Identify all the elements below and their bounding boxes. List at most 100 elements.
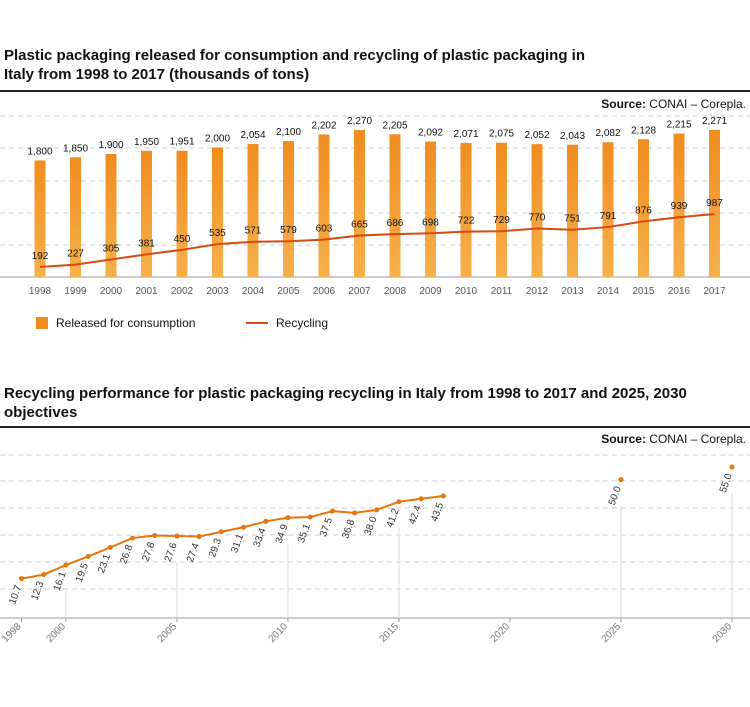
chart1-plot: 1,800 1998 1,850 1999 1,900 2000 1,950 2001 1,95… xyxy=(0,115,750,297)
bar-label-2012: 2,052 xyxy=(524,130,549,141)
recycling-label-2014: 791 xyxy=(600,211,617,222)
bar-2017 xyxy=(709,130,720,277)
performance-label-2012: 37.5 xyxy=(318,516,335,538)
legend-released: Released for consumption xyxy=(36,316,195,330)
bar-label-2010: 2,071 xyxy=(453,129,478,140)
performance-point-2015 xyxy=(396,499,402,505)
x-tick-2002: 2002 xyxy=(171,286,194,297)
performance-point-1998 xyxy=(19,576,24,582)
x-tick-2007: 2007 xyxy=(348,286,371,297)
performance-label-2017: 43.5 xyxy=(429,501,446,523)
objective-label-2025: 50.0 xyxy=(607,484,624,506)
bar-label-2007: 2,270 xyxy=(347,116,372,127)
bar-2004 xyxy=(247,144,259,277)
bar-label-2016: 2,215 xyxy=(666,120,691,131)
chart1-source-text: CONAI – Corepla. xyxy=(649,97,746,111)
x-tick-1999: 1999 xyxy=(64,286,87,297)
bar-2010 xyxy=(460,142,472,277)
bar-2006 xyxy=(318,134,330,277)
recycling-label-2000: 305 xyxy=(103,243,120,254)
bar-label-2013: 2,043 xyxy=(560,131,585,142)
chart2-title: Recycling performance for plastic packag… xyxy=(4,385,687,421)
performance-label-2011: 35.1 xyxy=(296,522,313,544)
bar-2014 xyxy=(602,142,614,277)
x-tick-2003: 2003 xyxy=(206,286,229,297)
performance-point-2009 xyxy=(263,518,269,524)
performance-point-2012 xyxy=(329,508,335,514)
objective-point-2030 xyxy=(729,464,735,470)
chart1-source-label: Source: xyxy=(601,97,646,111)
bar-2013 xyxy=(567,144,578,277)
chart1-source: Source: CONAI – Corepla. xyxy=(601,97,746,111)
performance-point-2014 xyxy=(374,507,380,513)
bar-label-1999: 1,850 xyxy=(63,143,88,154)
legend-bar-label: Released for consumption xyxy=(56,316,196,330)
bar-label-2005: 2,100 xyxy=(276,127,301,138)
x-tick-2016: 2016 xyxy=(668,286,691,297)
performance-point-2000 xyxy=(63,562,69,568)
performance-label-2004: 27.8 xyxy=(141,540,158,562)
bar-2007 xyxy=(354,130,365,277)
bar-2009 xyxy=(425,141,436,277)
x-tick-2008: 2008 xyxy=(384,286,407,297)
recycling-label-2017: 987 xyxy=(706,198,723,209)
chart2-x-tick-2010: 2010 xyxy=(267,621,291,645)
performance-point-2013 xyxy=(352,510,358,516)
chart2-x-tick-1998: 1998 xyxy=(0,621,24,645)
bar-label-2015: 2,128 xyxy=(631,125,656,136)
performance-point-2002 xyxy=(107,544,113,550)
recycling-label-2007: 665 xyxy=(351,219,368,230)
recycling-label-2013: 751 xyxy=(564,214,581,225)
bar-label-2003: 2,000 xyxy=(205,134,230,145)
x-tick-2013: 2013 xyxy=(561,286,584,297)
bar-label-1998: 1,800 xyxy=(27,146,52,157)
x-tick-2012: 2012 xyxy=(526,286,549,297)
recycling-label-1999: 227 xyxy=(67,249,84,260)
bar-label-2006: 2,202 xyxy=(311,120,336,131)
recycling-label-2011: 729 xyxy=(493,215,510,226)
performance-point-2001 xyxy=(85,553,91,559)
chart2-x-tick-2030: 2030 xyxy=(711,621,735,645)
x-tick-2009: 2009 xyxy=(419,286,442,297)
x-tick-1998: 1998 xyxy=(29,286,52,297)
bar-2003 xyxy=(212,147,223,277)
bar-2005 xyxy=(283,141,294,277)
recycling-label-2003: 535 xyxy=(209,228,226,239)
chart2-source-text: CONAI – Corepla. xyxy=(649,432,746,446)
bar-1998 xyxy=(34,160,46,277)
bar-label-2001: 1,950 xyxy=(134,137,159,148)
performance-point-2008 xyxy=(241,524,247,530)
performance-point-2004 xyxy=(152,533,158,539)
performance-label-1999: 12.3 xyxy=(30,579,47,601)
legend-recycling: Recycling xyxy=(246,316,328,330)
performance-label-2006: 27.4 xyxy=(185,541,202,563)
x-tick-2000: 2000 xyxy=(100,286,123,297)
bar-label-2004: 2,054 xyxy=(240,130,265,141)
recycling-label-2001: 381 xyxy=(138,238,155,249)
x-tick-2015: 2015 xyxy=(632,286,655,297)
bar-2015 xyxy=(638,139,649,277)
chart2-source-label: Source: xyxy=(601,432,646,446)
bar-label-2017: 2,271 xyxy=(702,116,727,127)
performance-point-2006 xyxy=(196,534,202,540)
objective-label-2030: 55.0 xyxy=(718,472,735,494)
performance-point-2017 xyxy=(440,493,446,499)
chart2-x-tick-2005: 2005 xyxy=(156,621,180,645)
x-tick-2014: 2014 xyxy=(597,286,620,297)
legend-line-label: Recycling xyxy=(276,316,329,330)
x-tick-2017: 2017 xyxy=(703,286,726,297)
performance-label-2008: 31.1 xyxy=(229,532,246,554)
bar-label-2009: 2,092 xyxy=(418,128,443,139)
chart1-top-rule xyxy=(0,90,750,92)
recycling-label-2008: 686 xyxy=(387,218,404,229)
performance-point-1999 xyxy=(41,572,47,578)
bar-2016 xyxy=(673,133,685,277)
performance-label-2005: 27.6 xyxy=(163,541,180,563)
x-tick-2005: 2005 xyxy=(277,286,300,297)
chart2-x-tick-2020: 2020 xyxy=(489,621,513,645)
performance-label-2015: 41.2 xyxy=(385,507,402,529)
bar-2011 xyxy=(496,142,507,277)
legend-line-swatch xyxy=(246,322,268,324)
performance-line xyxy=(21,494,444,580)
